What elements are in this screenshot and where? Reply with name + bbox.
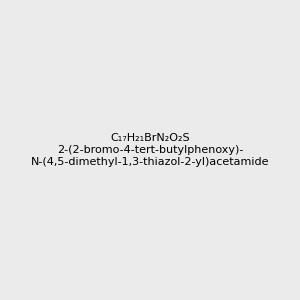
Text: C₁₇H₂₁BrN₂O₂S
2-(2-bromo-4-tert-butylphenoxy)-
N-(4,5-dimethyl-1,3-thiazol-2-yl): C₁₇H₂₁BrN₂O₂S 2-(2-bromo-4-tert-butylphe… — [31, 134, 269, 166]
